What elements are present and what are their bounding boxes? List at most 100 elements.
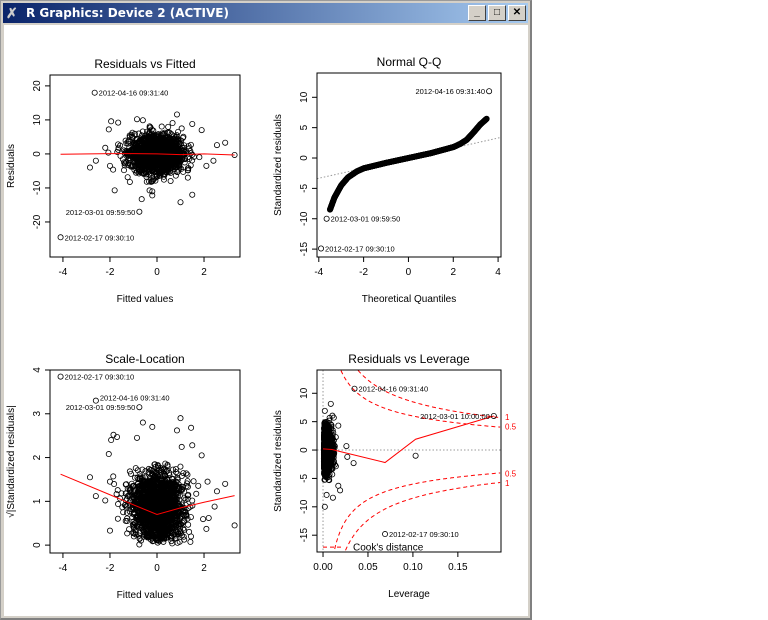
data-point bbox=[174, 517, 181, 524]
minimize-button[interactable]: _ bbox=[468, 5, 486, 21]
data-point bbox=[204, 478, 211, 485]
point-label: 2012-02-17 09:30:10 bbox=[65, 373, 135, 382]
plot-title: Normal Q-Q bbox=[377, 55, 442, 69]
data-point bbox=[184, 471, 191, 478]
data-point bbox=[184, 174, 191, 181]
window-title: R Graphics: Device 2 (ACTIVE) bbox=[26, 6, 229, 20]
data-point bbox=[154, 145, 161, 152]
data-point bbox=[136, 485, 143, 492]
data-point bbox=[169, 163, 176, 170]
data-point bbox=[123, 503, 130, 510]
point-label: 2012-03-01 09:59:50 bbox=[331, 215, 401, 224]
data-point bbox=[176, 164, 183, 171]
data-point bbox=[159, 502, 166, 509]
data-point bbox=[187, 503, 194, 510]
data-point bbox=[143, 516, 150, 523]
maximize-button[interactable]: □ bbox=[488, 5, 506, 21]
x-tick-label: -2 bbox=[106, 563, 115, 574]
data-point bbox=[327, 400, 334, 407]
data-point bbox=[203, 162, 210, 169]
data-point bbox=[190, 478, 197, 485]
data-point bbox=[186, 528, 193, 535]
data-point bbox=[159, 508, 166, 515]
labeled-point bbox=[323, 215, 330, 222]
data-point bbox=[185, 167, 192, 174]
data-point bbox=[114, 148, 121, 155]
title-bar[interactable]: ✗ R Graphics: Device 2 (ACTIVE) _ □ ✕ bbox=[3, 3, 528, 23]
data-point bbox=[177, 463, 184, 470]
data-point bbox=[131, 166, 138, 173]
data-point bbox=[86, 474, 93, 481]
data-point bbox=[147, 480, 154, 487]
data-point bbox=[154, 462, 161, 469]
y-tick-label: 1 bbox=[32, 498, 43, 504]
data-point bbox=[113, 491, 120, 498]
data-point bbox=[186, 145, 193, 152]
data-point bbox=[108, 118, 115, 125]
data-point bbox=[114, 433, 121, 440]
data-point bbox=[106, 527, 113, 534]
x-tick-label: 0 bbox=[154, 267, 160, 278]
data-point bbox=[153, 165, 160, 172]
data-point bbox=[188, 424, 195, 431]
data-point bbox=[175, 509, 182, 516]
data-point bbox=[123, 140, 130, 147]
data-point bbox=[172, 172, 179, 179]
data-point bbox=[189, 157, 196, 164]
point-label: 2012-03-01 09:59:50 bbox=[66, 403, 136, 412]
data-point bbox=[151, 473, 158, 480]
data-point bbox=[121, 147, 128, 154]
data-point bbox=[169, 526, 176, 533]
data-point bbox=[176, 484, 183, 491]
data-point bbox=[164, 141, 171, 148]
y-tick-label: 5 bbox=[299, 124, 310, 130]
data-point bbox=[160, 496, 167, 503]
data-point bbox=[171, 135, 178, 142]
x-tick-label: 0 bbox=[406, 267, 412, 278]
y-axis-label: Residuals bbox=[6, 144, 17, 188]
data-point bbox=[132, 529, 139, 536]
data-point bbox=[187, 148, 194, 155]
data-point bbox=[154, 491, 161, 498]
data-point bbox=[111, 187, 118, 194]
data-point bbox=[198, 452, 205, 459]
data-point bbox=[151, 504, 158, 511]
y-axis-label: √|Standardized residuals| bbox=[5, 405, 17, 517]
data-point bbox=[222, 480, 229, 487]
x-axis-label: Fitted values bbox=[117, 294, 174, 305]
data-point bbox=[142, 519, 149, 526]
data-point bbox=[146, 187, 153, 194]
data-point bbox=[167, 145, 174, 152]
data-point bbox=[155, 480, 162, 487]
data-point bbox=[128, 163, 135, 170]
data-point bbox=[137, 162, 144, 169]
x-tick-label: -2 bbox=[359, 267, 368, 278]
data-point bbox=[143, 164, 150, 171]
close-button[interactable]: ✕ bbox=[508, 5, 526, 21]
data-point bbox=[150, 492, 157, 499]
point-label: 2012-04-16 09:31:40 bbox=[415, 87, 485, 96]
data-point bbox=[132, 141, 139, 148]
data-point bbox=[169, 160, 176, 167]
data-point bbox=[178, 521, 185, 528]
x-tick-label: 4 bbox=[495, 267, 501, 278]
labeled-point bbox=[57, 234, 64, 241]
data-point bbox=[127, 486, 134, 493]
data-point bbox=[138, 511, 145, 518]
data-point bbox=[149, 188, 156, 195]
data-point bbox=[151, 159, 158, 166]
y-tick-label: -10 bbox=[32, 180, 43, 195]
data-point bbox=[184, 495, 191, 502]
data-point bbox=[186, 155, 193, 162]
plot-box bbox=[49, 74, 241, 258]
data-point bbox=[132, 465, 139, 472]
data-point bbox=[136, 535, 143, 542]
data-point bbox=[124, 151, 131, 158]
data-point bbox=[152, 509, 159, 516]
x-axis-label: Theoretical Quantiles bbox=[362, 294, 457, 305]
data-point bbox=[92, 157, 99, 164]
y-tick-label: -15 bbox=[299, 241, 310, 256]
data-point bbox=[174, 474, 181, 481]
data-point bbox=[106, 478, 113, 485]
